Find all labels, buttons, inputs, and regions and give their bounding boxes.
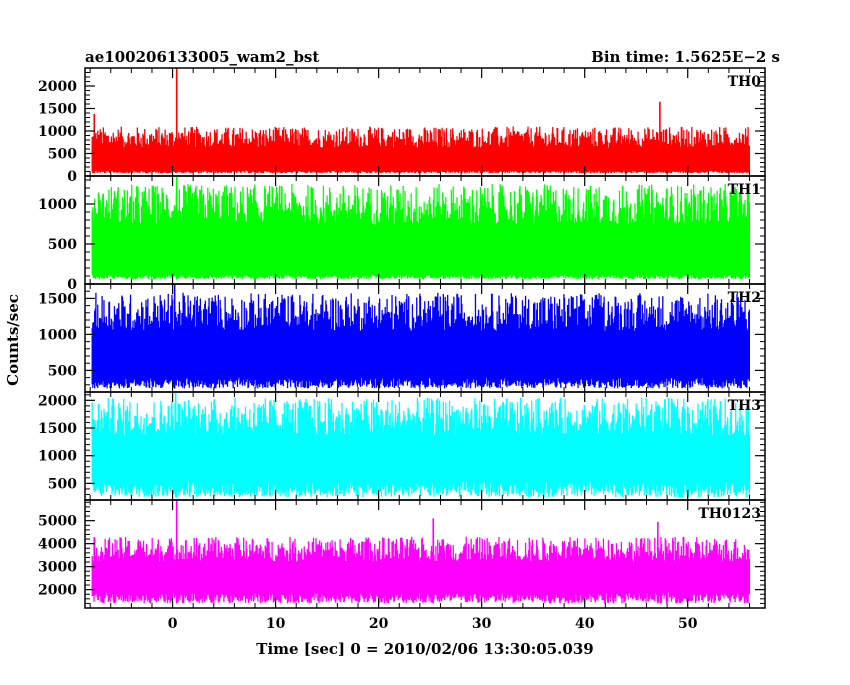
y-tick-label-th1: 500 bbox=[48, 237, 77, 253]
y-tick-label-th2: 500 bbox=[48, 363, 77, 379]
panel-th1: TH1 0 500 1000 bbox=[38, 175, 766, 293]
x-axis-label: Time [sec] 0 = 2010/02/06 13:30:05.039 bbox=[256, 640, 593, 658]
light-curve-th0123 bbox=[91, 536, 750, 604]
panel-frame-th0123 bbox=[84, 499, 766, 609]
light-curve-th3 bbox=[91, 397, 750, 498]
y-tick-label-th1: 1000 bbox=[38, 197, 77, 213]
panel-th2: TH2 500 1000 1500 bbox=[38, 283, 766, 393]
y-tick-label-th0: 1000 bbox=[38, 124, 77, 140]
x-tick-label: 0 bbox=[168, 616, 178, 632]
x-tick-label: 40 bbox=[575, 616, 595, 632]
panel-label-th1: TH1 bbox=[728, 182, 761, 198]
x-tick-label: 10 bbox=[266, 616, 286, 632]
x-tick-label: 30 bbox=[472, 616, 492, 632]
x-tick-label: 20 bbox=[369, 616, 389, 632]
y-tick-label-th0: 1500 bbox=[38, 102, 77, 118]
y-tick-label-th3: 1500 bbox=[38, 421, 77, 437]
y-tick-label-th0: 500 bbox=[48, 147, 77, 163]
y-tick-label-th0123: 5000 bbox=[38, 514, 77, 530]
panel-label-th2: TH2 bbox=[728, 290, 761, 306]
y-tick-label-th0123: 4000 bbox=[38, 537, 77, 553]
chart-title-right: Bin time: 1.5625E−2 s bbox=[591, 48, 780, 66]
light-curve-th1 bbox=[91, 184, 750, 280]
y-tick-label-th0: 2000 bbox=[38, 79, 77, 95]
panel-th3: TH3 500 1000 1500 2000 bbox=[38, 391, 766, 501]
panel-th0123: TH0123 2000 3000 4000 5000 bbox=[38, 499, 766, 609]
x-tick-label: 50 bbox=[678, 616, 698, 632]
y-tick-label-th0: 0 bbox=[67, 169, 77, 185]
y-tick-label-th2: 1500 bbox=[38, 291, 77, 307]
y-tick-label-th3: 2000 bbox=[38, 393, 77, 409]
y-tick-label-th0123: 3000 bbox=[38, 560, 77, 576]
panel-label-th0123: TH0123 bbox=[698, 506, 761, 522]
y-tick-label-th0123: 2000 bbox=[38, 583, 77, 599]
panel-label-th0: TH0 bbox=[728, 74, 762, 90]
panels-layer: TH00500100015002000TH105001000TH25001000… bbox=[38, 67, 766, 632]
panel-th0: TH0 0 500 1000 1500 2000 bbox=[38, 67, 766, 185]
y-tick-label-th3: 500 bbox=[48, 476, 77, 492]
y-tick-label-th2: 1000 bbox=[38, 327, 77, 343]
chart-title-left: ae100206133005_wam2_bst bbox=[85, 48, 319, 66]
light-curve-th0 bbox=[91, 126, 750, 174]
light-curve-th2 bbox=[91, 292, 750, 389]
y-tick-label-th3: 1000 bbox=[38, 449, 77, 465]
panel-label-th3: TH3 bbox=[728, 398, 761, 414]
y-axis-label: Counts/sec bbox=[4, 294, 22, 386]
y-tick-label-th1: 0 bbox=[67, 277, 77, 293]
